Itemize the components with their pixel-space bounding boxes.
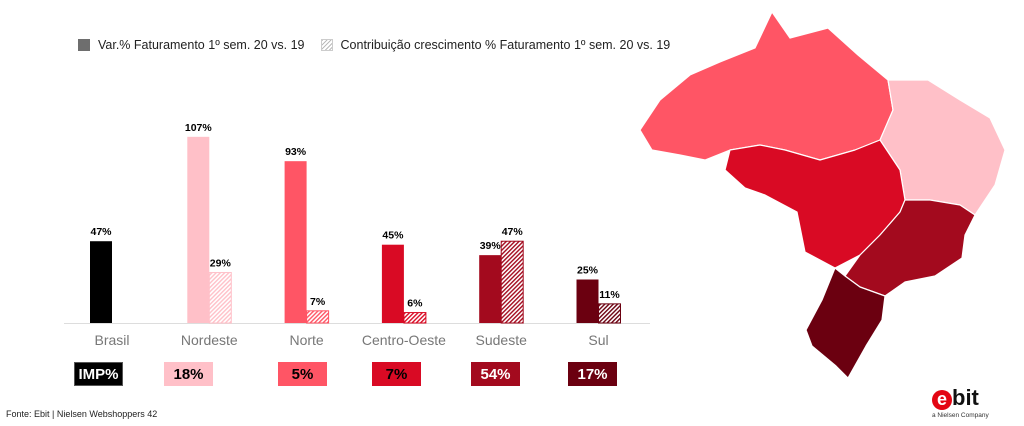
source-note: Fonte: Ebit | Nielsen Webshoppers 42 — [6, 409, 158, 419]
data-label: 107% — [185, 122, 213, 134]
imp-box: IMP% — [74, 362, 123, 386]
bar-var-sul — [576, 279, 599, 323]
data-label: 47% — [502, 226, 524, 238]
legend-swatch-hatched — [320, 39, 333, 51]
map-region-norte — [639, 11, 894, 161]
data-label: 7% — [310, 296, 326, 308]
bar-var-norte — [284, 161, 307, 323]
bar-var-centro-oeste — [381, 244, 404, 323]
chart-legend: Var.% Faturamento 1º sem. 20 vs. 19 Cont… — [78, 38, 686, 52]
bar-var-sudeste — [479, 255, 502, 323]
data-label: 11% — [599, 289, 620, 301]
data-label: 6% — [407, 298, 423, 310]
legend-swatch-solid — [78, 39, 90, 51]
map-region-sul — [805, 267, 886, 379]
imp-box: 17% — [568, 362, 617, 386]
imp-box: 7% — [372, 362, 421, 386]
map-region-sudeste — [844, 199, 976, 297]
data-label: 25% — [577, 265, 599, 277]
data-label: 39% — [480, 240, 502, 252]
bar-var-brasil — [90, 241, 112, 323]
bar-var-nordeste — [187, 136, 210, 323]
bar-contrib-norte — [306, 310, 330, 324]
category-label: Sudeste — [476, 332, 528, 348]
category-label: Centro-Oeste — [362, 332, 446, 348]
data-label: 93% — [285, 146, 307, 158]
ebit-logo: e bit a Nielsen Company — [932, 385, 989, 419]
imp-box: 54% — [471, 362, 520, 386]
category-label: Norte — [289, 332, 323, 348]
category-label: Nordeste — [181, 332, 238, 348]
legend-label-hatched: Contribuição crescimento % Faturamento 1… — [340, 38, 671, 52]
legend-label-solid: Var.% Faturamento 1º sem. 20 vs. 19 — [98, 38, 305, 52]
bar-contrib-nordeste — [208, 272, 232, 324]
bar-contrib-sudeste — [500, 240, 524, 324]
imp-box: 18% — [164, 362, 213, 386]
data-label: 29% — [210, 258, 232, 270]
bar-contrib-sul — [598, 303, 621, 324]
imp-box: 5% — [278, 362, 327, 386]
data-label: 47% — [90, 226, 112, 238]
category-label: Sul — [588, 332, 608, 348]
brazil-map — [639, 11, 1006, 379]
bar-contrib-centro-oeste — [403, 312, 427, 324]
data-label: 45% — [382, 230, 404, 242]
category-label: Brasil — [94, 332, 129, 348]
